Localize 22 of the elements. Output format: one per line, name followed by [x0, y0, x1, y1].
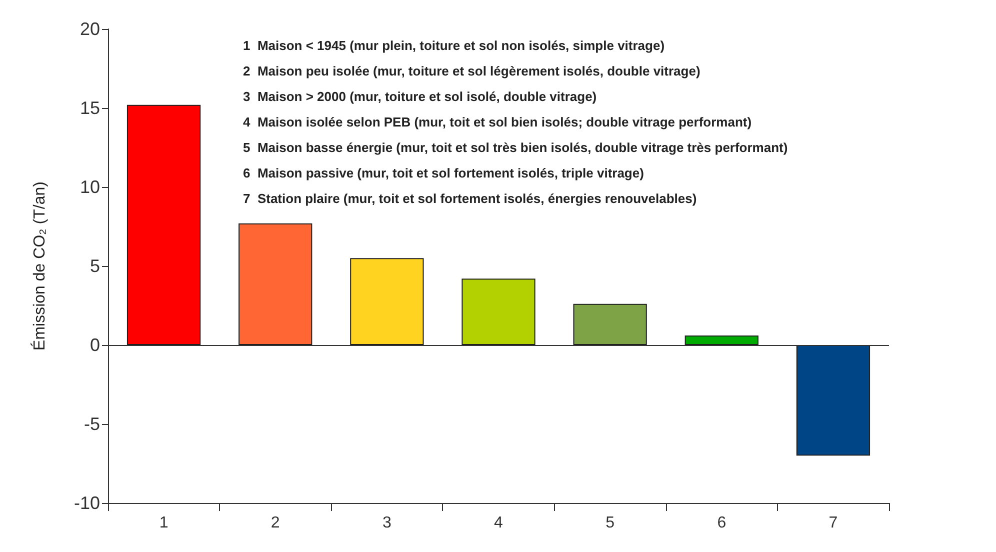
y-tick-label: -10 — [74, 493, 100, 513]
y-tick-label: 10 — [80, 177, 100, 197]
annotation: 7 Station plaire (mur, toit et sol fortement isolés, énergies renouvelables) — [243, 191, 697, 206]
annotation: 5 Maison basse énergie (mur, toit et sol très bien isolés, double vitrage très performant) — [243, 140, 788, 155]
annotation: 2 Maison peu isolée (mur, toiture et sol légèrement isolés, double vitrage) — [243, 64, 700, 78]
y-tick-label: 5 — [90, 256, 100, 276]
annotation: 6 Maison passive (mur, toit et sol fortement isolés, triple vitrage) — [243, 166, 644, 180]
y-tick-label: -5 — [84, 414, 100, 434]
x-tick-label: 5 — [606, 514, 615, 532]
x-tick-label: 2 — [270, 514, 280, 532]
x-tick-label: 6 — [717, 514, 726, 532]
y-axis-title: Émission de CO₂ (T/an) — [30, 182, 48, 350]
x-tick-label: 1 — [159, 514, 168, 532]
x-tick-label: 7 — [828, 514, 838, 532]
y-tick-label: 15 — [80, 98, 100, 118]
annotation: 3 Maison > 2000 (mur, toiture et sol isolé, double vitrage) — [243, 89, 597, 104]
annotation: 1 Maison < 1945 (mur plein, toiture et sol non isolés, simple vitrage) — [243, 38, 665, 53]
x-tick-label: 3 — [382, 514, 392, 532]
y-tick-label: 0 — [90, 335, 100, 355]
y-tick-label: 20 — [80, 19, 100, 39]
x-tick-label: 4 — [494, 514, 504, 532]
annotation: 4 Maison isolée selon PEB (mur, toit et sol bien isolés; double vitrage performant) — [243, 114, 752, 130]
